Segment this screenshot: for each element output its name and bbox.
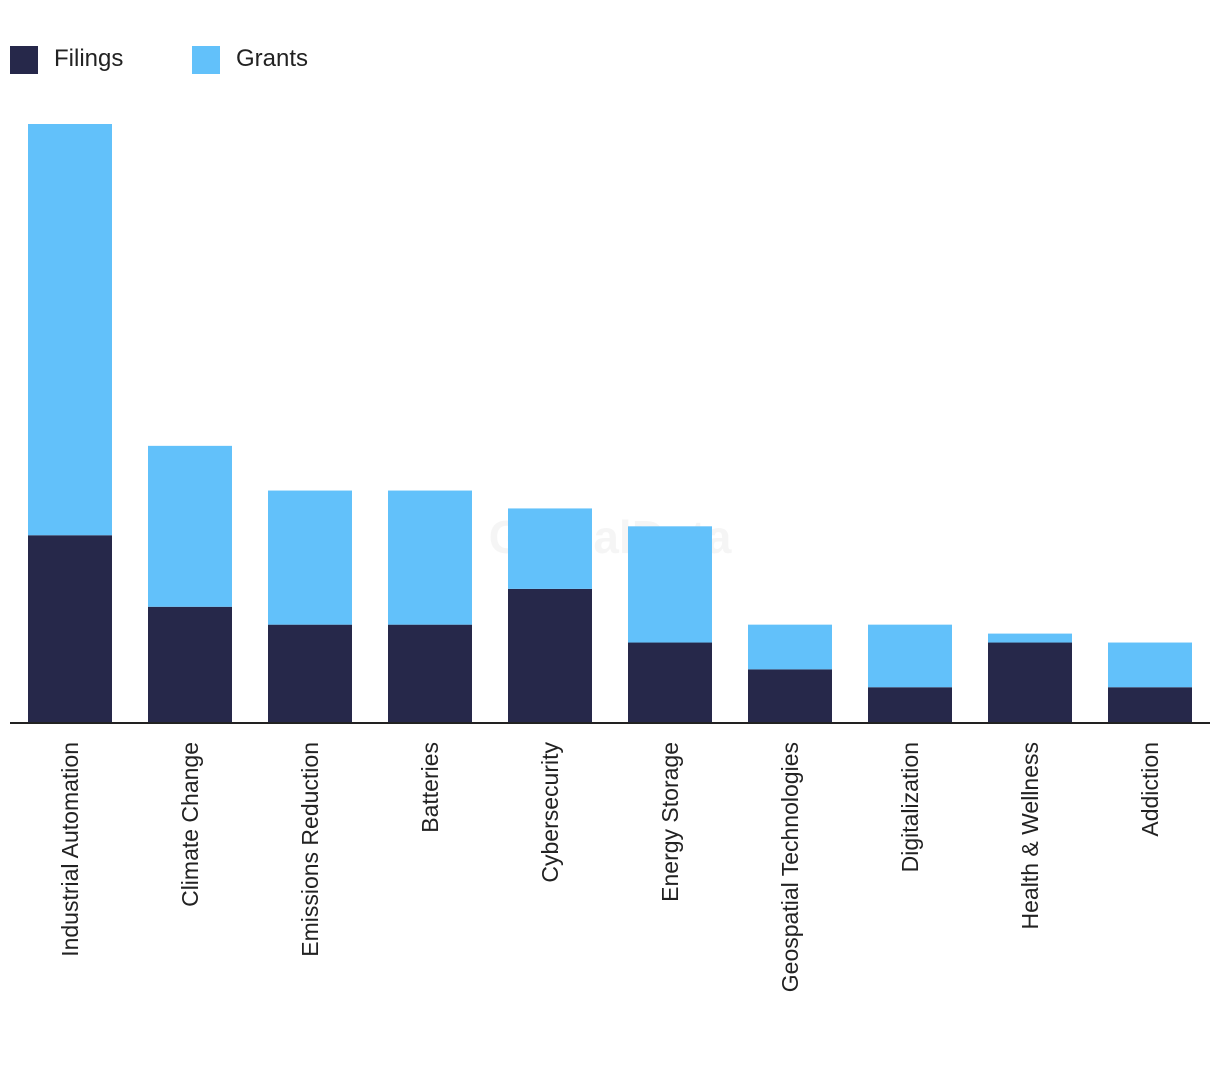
bar-grants-health-and-wellness [988, 633, 1072, 643]
x-tick-label-geospatial-technologies: Geospatial Technologies [777, 742, 803, 992]
bar-filings-digitalization [868, 687, 952, 723]
x-tick-label-climate-change: Climate Change [177, 742, 203, 907]
bar-filings-cybersecurity [508, 588, 592, 723]
bar-grants-digitalization [868, 624, 952, 688]
bar-filings-addiction [1108, 687, 1192, 723]
legend-swatch-filings [10, 46, 38, 74]
x-tick-label-health-and-wellness: Health & Wellness [1017, 742, 1043, 930]
x-tick-label-batteries: Batteries [417, 742, 443, 833]
bar-filings-batteries [388, 624, 472, 723]
x-tick-label-cybersecurity: Cybersecurity [537, 742, 563, 883]
x-tick-label-addiction: Addiction [1137, 742, 1163, 837]
bar-filings-geospatial-technologies [748, 669, 832, 723]
x-tick-label-energy-storage: Energy Storage [657, 742, 683, 902]
x-tick-label-industrial-automation: Industrial Automation [57, 742, 83, 957]
bar-grants-geospatial-technologies [748, 624, 832, 670]
bar-grants-batteries [388, 490, 472, 625]
bar-filings-energy-storage [628, 642, 712, 723]
x-tick-label-digitalization: Digitalization [897, 742, 923, 872]
legend-swatch-grants [192, 46, 220, 74]
bar-grants-industrial-automation [28, 124, 112, 536]
x-tick-label-emissions-reduction: Emissions Reduction [297, 742, 323, 957]
bar-filings-emissions-reduction [268, 624, 352, 723]
bar-grants-climate-change [148, 445, 232, 607]
legend-label-filings: Filings [54, 45, 123, 72]
legend-label-grants: Grants [236, 45, 308, 72]
bar-grants-energy-storage [628, 526, 712, 643]
bar-grants-addiction [1108, 642, 1192, 688]
bar-filings-health-and-wellness [988, 642, 1072, 723]
bar-filings-industrial-automation [28, 535, 112, 723]
bar-grants-cybersecurity [508, 508, 592, 589]
bar-grants-emissions-reduction [268, 490, 352, 625]
x-tick-labels: Industrial Automation Climate Change Emiss… [57, 742, 1163, 993]
bar-filings-climate-change [148, 606, 232, 723]
legend: Filings Grants [10, 45, 308, 74]
bars [28, 124, 1192, 723]
